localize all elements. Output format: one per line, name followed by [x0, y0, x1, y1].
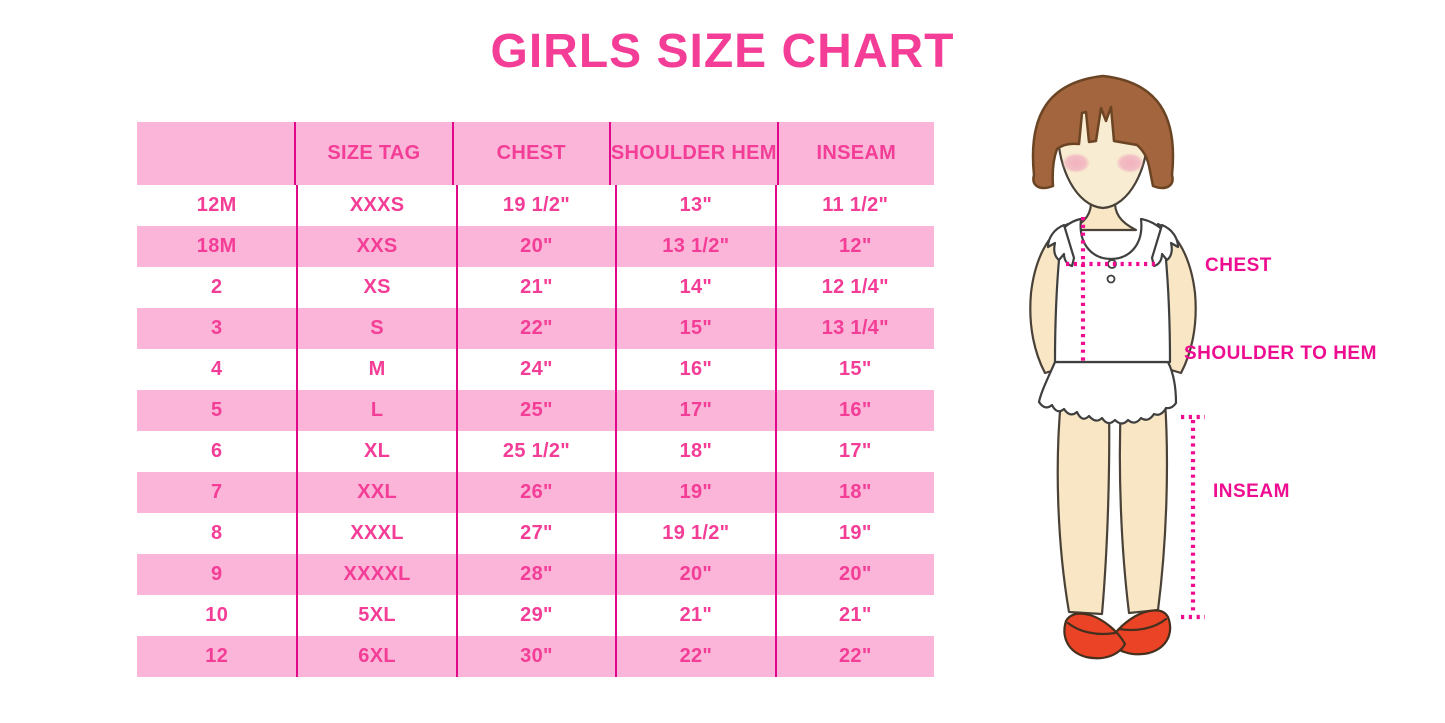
- right-shoulder-ruffle: [1150, 223, 1180, 268]
- table-cell: 30": [455, 636, 615, 677]
- shoulder-to-hem-label: SHOULDER TO HEM: [1184, 343, 1377, 364]
- left-shoe: [1063, 612, 1127, 660]
- left-blush: [1062, 153, 1090, 173]
- table-header-row: SIZE TAG CHEST SHOULDER HEM INSEAM: [137, 122, 934, 185]
- table-cell: 13": [615, 185, 774, 226]
- table-cell: 22": [774, 636, 934, 677]
- table-cell: 14": [615, 267, 774, 308]
- table-cell: XXS: [296, 226, 455, 267]
- table-cell: XXL: [296, 472, 455, 513]
- table-cell: 13 1/2": [615, 226, 774, 267]
- table-cell: 6: [210, 440, 223, 462]
- header-cell: CHEST: [451, 122, 609, 185]
- table-row: 18M XXS 20" 13 1/2" 12": [137, 226, 934, 267]
- inseam-label: INSEAM: [1213, 481, 1290, 502]
- table-cell: 9: [210, 563, 223, 585]
- size-chart-table: SIZE TAG CHEST SHOULDER HEM INSEAM 12M XXXS 19…: [137, 122, 934, 677]
- table-cell: L: [296, 390, 455, 431]
- measurement-figure: CHEST SHOULDER TO HEM INSEAM: [1000, 60, 1445, 723]
- table-cell: 12 1/4": [774, 267, 934, 308]
- left-leg: [1056, 398, 1111, 616]
- table-cell: 7: [210, 481, 223, 503]
- table-row: 6 XL 25 1/2" 18" 17": [137, 431, 934, 472]
- table-cell: 24": [455, 349, 615, 390]
- table-cell: 19 1/2": [615, 513, 774, 554]
- table-row: 8 XXXL 27" 19 1/2" 19": [137, 513, 934, 554]
- table-cell: 12": [774, 226, 934, 267]
- table-cell: 17": [615, 390, 774, 431]
- girl-illustration: CHEST SHOULDER TO HEM INSEAM: [1029, 74, 1377, 660]
- table-row: 7 XXL 26" 19" 18": [137, 472, 934, 513]
- table-cell: 20": [615, 554, 774, 595]
- table-cell: XXXXL: [296, 554, 455, 595]
- table-cell: 18": [615, 431, 774, 472]
- table-cell: S: [296, 308, 455, 349]
- table-cell: 26": [455, 472, 615, 513]
- table-cell: 22": [455, 308, 615, 349]
- table-row: 4 M 24" 16" 15": [137, 349, 934, 390]
- table-cell: 12: [205, 645, 229, 667]
- table-cell: 15": [615, 308, 774, 349]
- table-cell: 25 1/2": [455, 431, 615, 472]
- header-cell: SHOULDER HEM: [608, 122, 777, 185]
- table-cell: 6XL: [296, 636, 455, 677]
- table-cell: 16": [615, 349, 774, 390]
- table-row: 12 6XL 30" 22" 22": [137, 636, 934, 677]
- table-cell: 20": [455, 226, 615, 267]
- table-cell: 5XL: [296, 595, 455, 636]
- table-cell: 11 1/2": [774, 185, 934, 226]
- table-row: 10 5XL 29" 21" 21": [137, 595, 934, 636]
- table-cell: 21": [455, 267, 615, 308]
- table-cell: 29": [455, 595, 615, 636]
- table-row: 12M XXXS 19 1/2" 13" 11 1/2": [137, 185, 934, 226]
- table-cell: 16": [774, 390, 934, 431]
- table-cell: 19 1/2": [455, 185, 615, 226]
- bodice-top: [1053, 217, 1172, 364]
- table-cell: 19": [774, 513, 934, 554]
- table-cell: 22": [615, 636, 774, 677]
- table-cell: 12M: [196, 194, 237, 216]
- table-cell: 8: [210, 522, 223, 544]
- header-cell: [137, 122, 294, 185]
- table-cell: 17": [774, 431, 934, 472]
- skirt: [1037, 360, 1178, 425]
- table-cell: XL: [296, 431, 455, 472]
- table-cell: XXXS: [296, 185, 455, 226]
- table-row: 2 XS 21" 14" 12 1/4": [137, 267, 934, 308]
- table-row: 5 L 25" 17" 16": [137, 390, 934, 431]
- right-blush: [1116, 153, 1144, 173]
- table-cell: 2: [210, 276, 223, 298]
- table-cell: 19": [615, 472, 774, 513]
- table-cell: 15": [774, 349, 934, 390]
- table-cell: 18": [774, 472, 934, 513]
- page-title: GIRLS SIZE CHART: [490, 25, 955, 78]
- table-cell: 21": [774, 595, 934, 636]
- header-cell: INSEAM: [776, 122, 934, 185]
- table-cell: 10: [205, 604, 229, 626]
- table-cell: 27": [455, 513, 615, 554]
- table-cell: XXXL: [296, 513, 455, 554]
- table-cell: 25": [455, 390, 615, 431]
- table-cell: 3: [210, 317, 223, 339]
- bottom-button: [1106, 274, 1116, 284]
- header-cell: SIZE TAG: [294, 122, 451, 185]
- table-cell: 28": [455, 554, 615, 595]
- table-cell: 18M: [196, 235, 237, 257]
- right-leg: [1118, 398, 1169, 615]
- hair: [1031, 74, 1175, 190]
- table-row: 9 XXXXL 28" 20" 20": [137, 554, 934, 595]
- right-shoe-strap: [1117, 617, 1168, 632]
- table-cell: M: [296, 349, 455, 390]
- chest-label: CHEST: [1205, 255, 1272, 276]
- left-shoe-strap: [1066, 621, 1117, 636]
- table-row: 3 S 22" 15" 13 1/4": [137, 308, 934, 349]
- table-cell: 5: [210, 399, 223, 421]
- table-cell: 4: [210, 358, 223, 380]
- table-cell: XS: [296, 267, 455, 308]
- table-cell: 21": [615, 595, 774, 636]
- table-cell: 20": [774, 554, 934, 595]
- table-cell: 13 1/4": [774, 308, 934, 349]
